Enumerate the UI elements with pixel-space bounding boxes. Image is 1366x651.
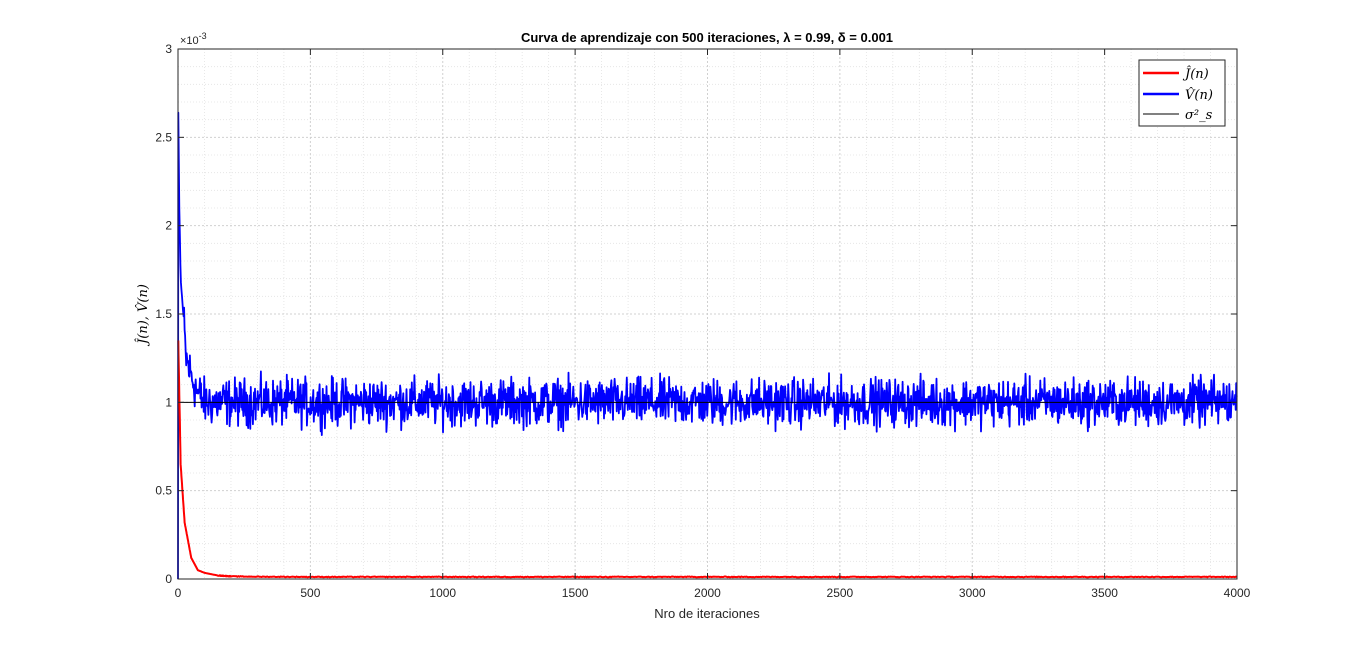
series-v-line: [177, 111, 1238, 580]
series-layer: [177, 111, 1238, 580]
legend-entry-label: Ĵ(n): [1182, 66, 1209, 82]
tick-marks: [177, 48, 1238, 580]
x-tick-labels: 0 500 1000 1500 2000 2500 3000 3500 4000: [175, 586, 1251, 600]
x-tick-label: 4000: [1224, 586, 1251, 600]
y-tick-label: 1.5: [155, 307, 172, 321]
y-tick-label: 0: [165, 572, 172, 586]
x-tick-label: 500: [300, 586, 320, 600]
y-tick-label: 0.5: [155, 484, 172, 498]
y-axis-label: Ĵ(n), V̂(n): [135, 284, 151, 347]
x-tick-label: 3000: [959, 586, 986, 600]
y-exponent-base: ×10: [180, 35, 199, 47]
x-tick-label: 3500: [1091, 586, 1118, 600]
y-tick-label: 1: [165, 395, 172, 409]
y-exponent-power: -3: [199, 31, 207, 41]
legend-entry-label: V̂(n): [1185, 87, 1213, 103]
chart-title: Curva de aprendizaje con 500 iteraciones…: [521, 30, 893, 45]
x-axis-label: Nro de iteraciones: [654, 606, 760, 621]
x-tick-label: 2000: [694, 586, 721, 600]
y-exponent-label: ×10-3: [180, 31, 207, 47]
x-tick-label: 1000: [429, 586, 456, 600]
legend: Ĵ(n) V̂(n) σ²_s: [1138, 59, 1226, 127]
y-tick-labels: 0 0.5 1 1.5 2 2.5 3: [155, 42, 172, 586]
y-tick-label: 2.5: [155, 130, 172, 144]
x-tick-label: 1500: [562, 586, 589, 600]
x-tick-label: 2500: [827, 586, 854, 600]
y-tick-label: 3: [165, 42, 172, 56]
legend-entry-label: σ²_s: [1185, 108, 1213, 123]
y-tick-label: 2: [165, 219, 172, 233]
x-tick-label: 0: [175, 586, 182, 600]
series-j-line: [177, 340, 1238, 579]
